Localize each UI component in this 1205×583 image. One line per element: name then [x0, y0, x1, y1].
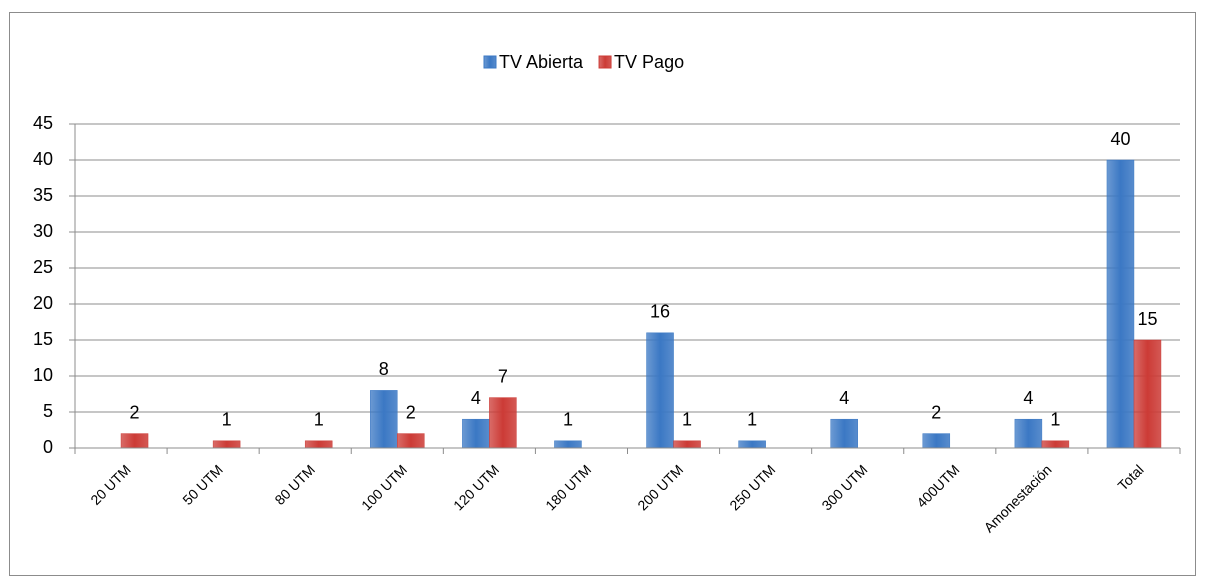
data-label: 1 — [563, 410, 573, 430]
data-label: 1 — [1050, 410, 1060, 430]
data-label: 1 — [747, 410, 757, 430]
chart-border — [9, 12, 1196, 576]
data-label: 8 — [379, 359, 389, 379]
legend-swatch — [598, 55, 612, 69]
data-label: 40 — [1110, 129, 1130, 149]
data-label: 7 — [498, 366, 508, 386]
y-tick-label: 45 — [33, 113, 53, 133]
y-tick-label: 5 — [43, 401, 53, 421]
data-label: 4 — [839, 388, 849, 408]
bar — [397, 433, 425, 449]
bar — [370, 390, 398, 449]
data-label: 4 — [1023, 388, 1033, 408]
bar — [673, 440, 701, 449]
bar — [554, 440, 582, 449]
y-tick-label: 0 — [43, 437, 53, 457]
bar — [738, 440, 766, 449]
bar — [120, 433, 149, 449]
data-label: 2 — [130, 402, 140, 422]
data-label: 2 — [931, 402, 941, 422]
y-tick-label: 40 — [33, 149, 53, 169]
y-tick-label: 10 — [33, 365, 53, 385]
legend-swatch — [483, 55, 497, 69]
y-tick-label: 25 — [33, 257, 53, 277]
y-tick-label: 30 — [33, 221, 53, 241]
bar — [1133, 339, 1162, 449]
bar — [922, 433, 951, 449]
bar — [304, 440, 333, 449]
data-label: 1 — [222, 410, 232, 430]
data-label: 15 — [1137, 309, 1157, 329]
data-label: 1 — [682, 410, 692, 430]
bar — [489, 397, 517, 449]
data-label: 16 — [650, 302, 670, 322]
data-label: 4 — [471, 388, 481, 408]
bar — [1041, 440, 1070, 449]
data-label: 2 — [406, 402, 416, 422]
y-tick-label: 20 — [33, 293, 53, 313]
bar — [1106, 159, 1135, 449]
y-tick-label: 15 — [33, 329, 53, 349]
y-tick-label: 35 — [33, 185, 53, 205]
bar — [1014, 418, 1043, 449]
bar — [646, 332, 674, 449]
bar — [462, 418, 490, 449]
bar — [212, 440, 241, 449]
bar — [830, 418, 858, 449]
legend-label: TV Pago — [614, 52, 684, 72]
data-label: 1 — [314, 410, 324, 430]
legend-label: TV Abierta — [499, 52, 584, 72]
